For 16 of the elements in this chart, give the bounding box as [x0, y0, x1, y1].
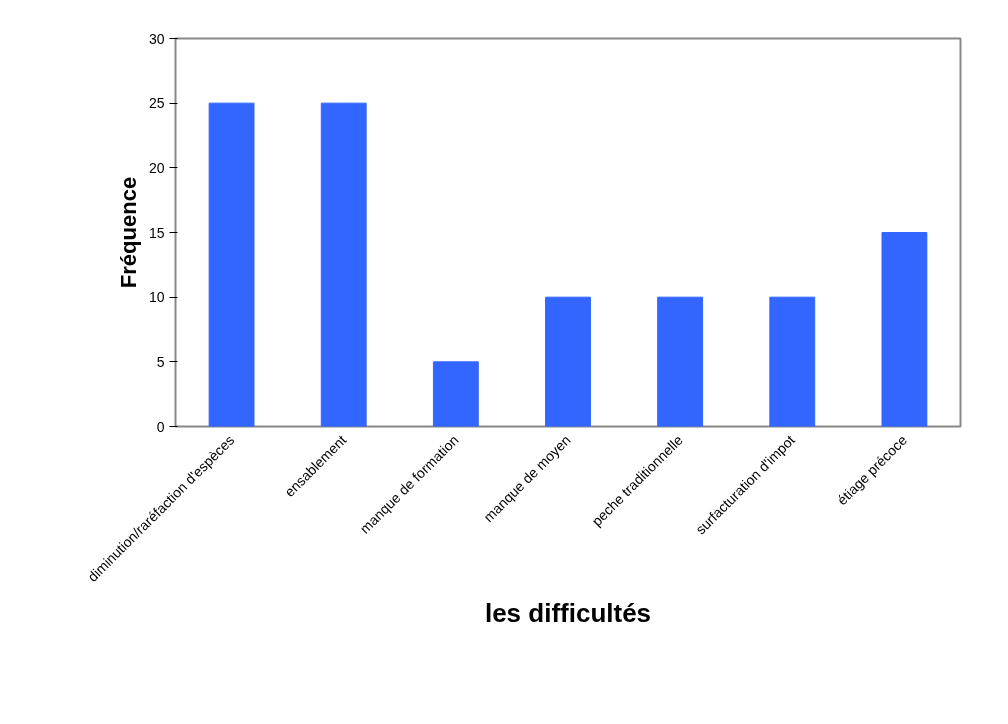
bar: [881, 232, 928, 427]
x-axis-title: les difficultés: [484, 598, 652, 629]
bar: [769, 296, 816, 427]
bar: [545, 296, 591, 427]
bar: [657, 296, 704, 427]
bar: [208, 102, 255, 427]
bar: [432, 361, 479, 427]
y-tick-label: 30: [148, 30, 165, 47]
bar: [320, 102, 367, 427]
y-axis-title: Fréquence: [115, 176, 141, 289]
y-tick-label: 0: [156, 418, 165, 435]
y-tick-label: 10: [148, 289, 165, 306]
y-tick-label: 20: [148, 159, 165, 176]
y-tick-label: 25: [148, 95, 165, 112]
y-tick-label: 15: [148, 224, 165, 241]
y-tick-label: 5: [156, 353, 165, 370]
